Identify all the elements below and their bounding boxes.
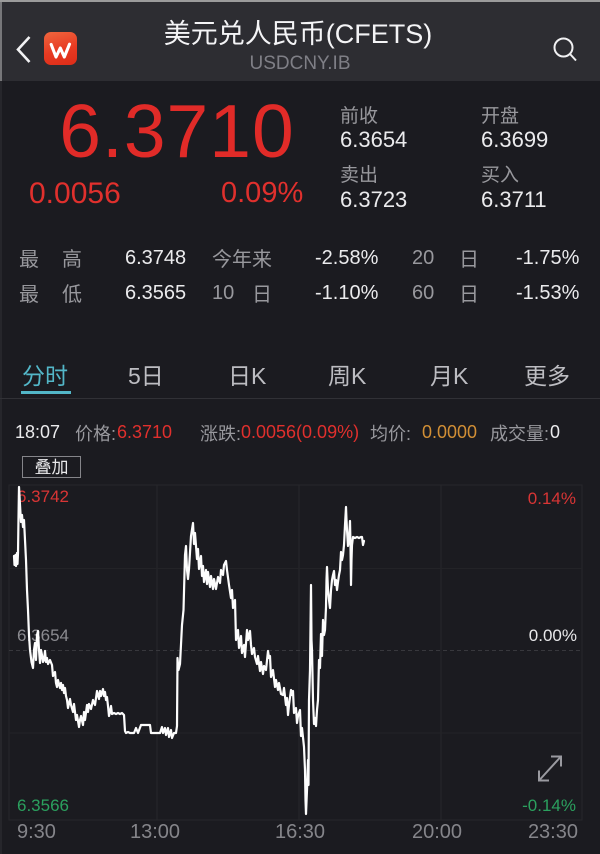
svg-text:20:00: 20:00: [412, 821, 462, 843]
svg-text:6.3654: 6.3654: [17, 626, 69, 645]
svg-text:6.3742: 6.3742: [17, 487, 69, 506]
svg-text:16:30: 16:30: [275, 821, 325, 843]
svg-text:13:00: 13:00: [130, 821, 180, 843]
svg-text:0.14%: 0.14%: [528, 489, 576, 508]
svg-text:9:30: 9:30: [17, 821, 56, 843]
svg-text:6.3566: 6.3566: [17, 796, 69, 815]
svg-text:23:30: 23:30: [528, 821, 578, 843]
svg-text:-0.14%: -0.14%: [522, 796, 576, 815]
svg-text:0.00%: 0.00%: [529, 626, 577, 645]
